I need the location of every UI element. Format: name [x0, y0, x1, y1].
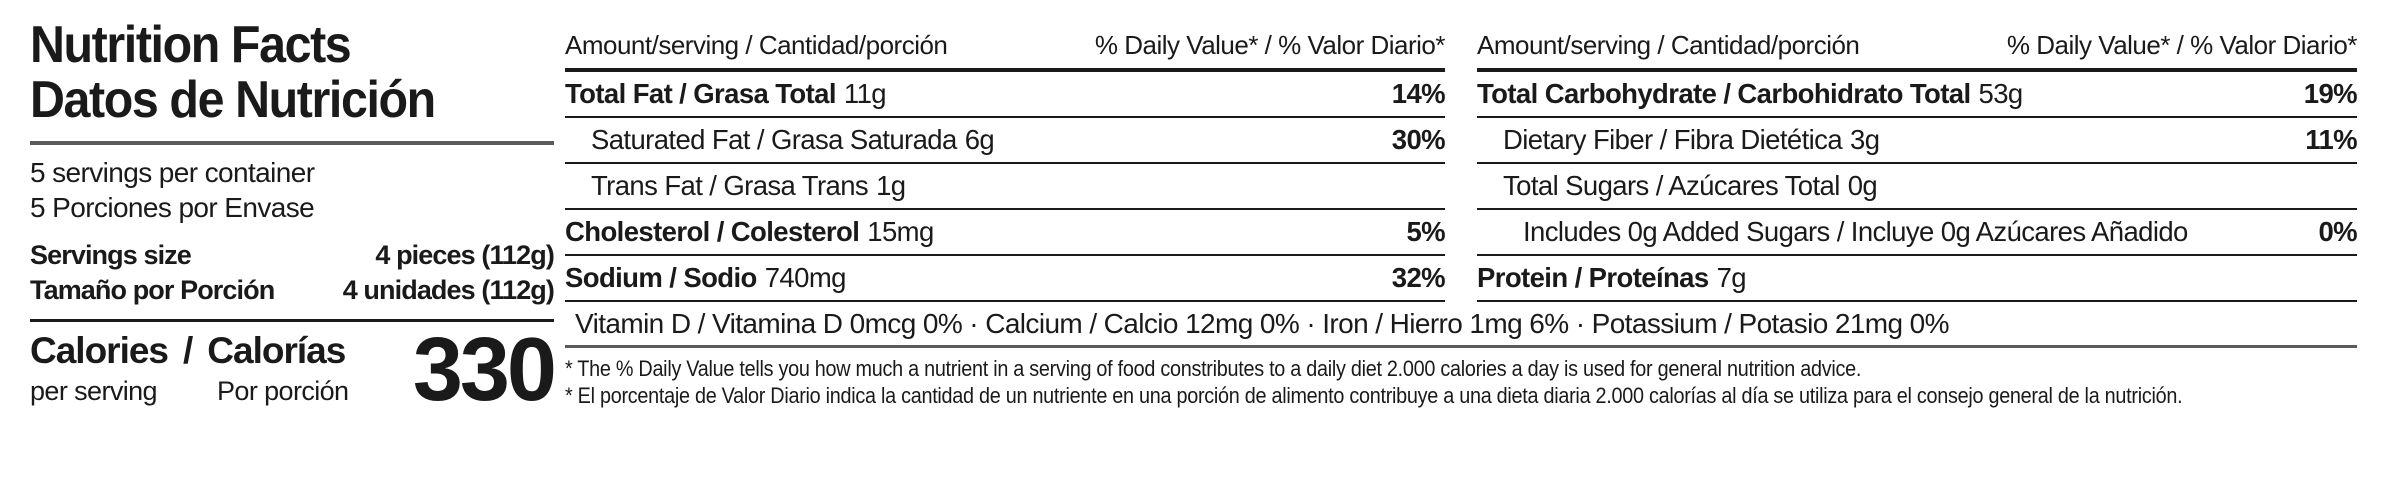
- dv-sodium: 32%: [1391, 262, 1446, 293]
- dv-total-fat: 14%: [1391, 78, 1446, 109]
- row-added-sugars: Includes 0g Added Sugars / Incluye 0g Az…: [1477, 210, 2358, 256]
- calories-labels: Calories / Calorías per serving Por porc…: [30, 331, 349, 407]
- header-daily-value: % Daily Value* / % Valor Diario*: [2006, 30, 2358, 60]
- footnotes: * The % Daily Value tells you how much a…: [565, 348, 2357, 409]
- serving-size-value-es: 4 unidades (112g): [342, 275, 555, 305]
- serving-size-label-es: Tamaño por Porción: [30, 275, 275, 305]
- serving-size-row-en: Servings size 4 pieces (112g): [30, 238, 555, 273]
- calories-label-en: Calories: [30, 330, 169, 371]
- calories-title: Calories / Calorías: [30, 331, 348, 371]
- calories-value: 330: [412, 320, 557, 420]
- dv-dietary-fiber: 11%: [2305, 124, 2357, 155]
- nutrient-tables: Amount/serving / Cantidad/porción % Dail…: [565, 30, 2358, 409]
- row-total-fat: Total Fat / Grasa Total 11g 14%: [565, 72, 1446, 118]
- header-daily-value: % Daily Value* / % Valor Diario*: [1094, 30, 1446, 60]
- table-header: Amount/serving / Cantidad/porción % Dail…: [1477, 30, 2358, 72]
- calories-label-es: Calorías: [207, 330, 346, 371]
- header-amount-per-serving: Amount/serving / Cantidad/porción: [565, 30, 948, 60]
- dv-total-carbohydrate: 19%: [2303, 78, 2358, 109]
- footnote-es: * El porcentaje de Valor Diario indica l…: [565, 383, 2183, 408]
- dv-added-sugars: 0%: [2318, 216, 2357, 247]
- serving-size-row-es: Tamaño por Porción 4 unidades (112g): [30, 273, 555, 308]
- table-header: Amount/serving / Cantidad/porción % Dail…: [565, 30, 1446, 72]
- calories-sub-en: per serving: [30, 376, 158, 406]
- nutrient-table-fat-sodium: Amount/serving / Cantidad/porción % Dail…: [565, 30, 1446, 302]
- row-trans-fat: Trans Fat / Grasa Trans 1g: [565, 164, 1445, 210]
- nutrient-table-carb-protein: Amount/serving / Cantidad/porción % Dail…: [1477, 30, 2358, 302]
- servings-per-container-es: 5 Porciones por Envase: [30, 192, 315, 223]
- serving-size-label-en: Servings size: [30, 240, 192, 270]
- micronutrients-line: Vitamin D / Vitamina D 0mcg 0% · Calcium…: [565, 302, 2357, 348]
- title-divider: [30, 141, 554, 145]
- calories-separator: /: [183, 330, 193, 371]
- dv-saturated-fat: 30%: [1391, 124, 1446, 155]
- serving-size-block: Servings size 4 pieces (112g) Tamaño por…: [30, 238, 555, 308]
- panel-title-en: Nutrition Facts: [30, 16, 352, 74]
- footnote-en: * The % Daily Value tells you how much a…: [565, 356, 1862, 381]
- calories-subtitle: per serving Por porción: [30, 376, 349, 407]
- row-cholesterol: Cholesterol / Colesterol 15mg 5%: [565, 210, 1446, 256]
- dv-cholesterol: 5%: [1406, 216, 1445, 247]
- calories-block: Calories / Calorías per serving Por porc…: [30, 320, 557, 420]
- serving-size-divider: [30, 319, 554, 322]
- serving-size-value-en: 4 pieces (112g): [375, 240, 555, 270]
- row-protein: Protein / Proteínas 7g: [1477, 256, 2357, 302]
- panel-title-es: Datos de Nutrición: [30, 71, 436, 129]
- nutrition-facts-panel: Nutrition Facts Datos de Nutrición 5 ser…: [30, 16, 557, 420]
- row-dietary-fiber: Dietary Fiber / Fibra Dietética 3g 11%: [1477, 118, 2358, 164]
- calories-sub-es: Por porción: [217, 376, 349, 406]
- row-total-carbohydrate: Total Carbohydrate / Carbohidrato Total …: [1477, 72, 2358, 118]
- row-sodium: Sodium / Sodio 740mg 32%: [565, 256, 1446, 302]
- servings-per-container-en: 5 servings per container: [30, 157, 315, 188]
- row-total-sugars: Total Sugars / Azúcares Total 0g: [1477, 164, 2357, 210]
- row-saturated-fat: Saturated Fat / Grasa Saturada 6g 30%: [565, 118, 1446, 164]
- header-amount-per-serving: Amount/serving / Cantidad/porción: [1477, 30, 1860, 60]
